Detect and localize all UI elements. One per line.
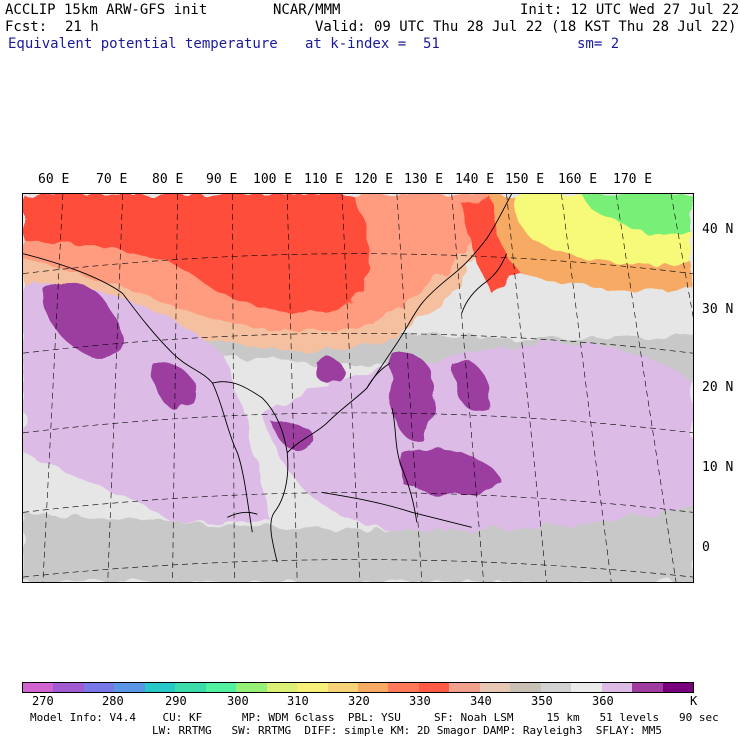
colorbar-swatch	[23, 683, 54, 692]
lon-label: 70 E	[96, 172, 128, 187]
colorbar-label: 360	[592, 694, 614, 708]
colorbar-swatch	[479, 683, 511, 692]
colorbar-swatch	[53, 683, 84, 692]
lon-label: 90 E	[206, 172, 238, 187]
model-info-line2: LW: RRTMG SW: RRTMG DIFF: simple KM: 2D …	[152, 724, 662, 737]
lat-label: 30 N	[702, 302, 734, 317]
colorbar-swatch	[449, 683, 480, 692]
valid-time: Valid: 09 UTC Thu 28 Jul 22 (18 KST Thu …	[315, 19, 737, 35]
colorbar-unit: K	[690, 694, 698, 708]
purple-bay	[152, 362, 196, 409]
colorbar-swatch	[540, 683, 572, 692]
colorbar-swatch	[175, 683, 206, 692]
lat-label: 10 N	[702, 460, 734, 475]
colorbar-label: 350	[531, 694, 553, 708]
hot-red-region	[23, 194, 371, 313]
colorbar-swatch	[357, 683, 389, 692]
colorbar-swatch	[571, 683, 602, 692]
colorbar-swatch	[601, 683, 633, 692]
lon-label: 160 E	[558, 172, 598, 187]
colorbar-label: 290	[165, 694, 187, 708]
purple-philippine	[391, 351, 435, 441]
purple-china	[312, 357, 346, 385]
colorbar-swatch	[83, 683, 115, 692]
lat-label: 40 N	[702, 222, 734, 237]
model-info-line1: Model Info: V4.4 CU: KF MP: WDM 6class P…	[30, 711, 719, 724]
model-title: ACCLIP 15km ARW-GFS init	[5, 2, 208, 18]
colorbar-swatch	[662, 683, 693, 692]
grid-lines	[23, 194, 693, 582]
colorbar-swatch	[632, 683, 663, 692]
lon-label: 120 E	[354, 172, 394, 187]
lon-label: 130 E	[404, 172, 444, 187]
colorbar-swatch	[236, 683, 267, 692]
colorbar-swatch	[205, 683, 237, 692]
purple-pakistan	[42, 282, 122, 359]
colorbar-swatch	[418, 683, 450, 692]
lon-label: 110 E	[304, 172, 344, 187]
smooth-label: sm= 2	[577, 36, 620, 52]
colorbar-swatch	[388, 683, 419, 692]
colorbar-swatch	[297, 683, 328, 692]
lon-label: 80 E	[152, 172, 184, 187]
lon-label: 150 E	[505, 172, 545, 187]
fcst-label: Fcst:	[5, 19, 48, 35]
field-name: Equivalent potential temperature	[8, 36, 278, 52]
colorbar-label: 320	[348, 694, 370, 708]
lavender-pacific	[262, 343, 693, 535]
init-time: Init: 12 UTC Wed 27 Jul 22	[520, 2, 740, 18]
colorbar-label: 340	[470, 694, 492, 708]
lon-label: 170 E	[613, 172, 653, 187]
fcst-value: 21 h	[65, 19, 99, 35]
colorbar	[22, 682, 694, 693]
colorbar-swatch	[510, 683, 541, 692]
theta-e-map	[22, 193, 694, 583]
coastlines	[23, 194, 512, 563]
colorbar-label: 330	[409, 694, 431, 708]
colorbar-swatch	[144, 683, 176, 692]
lon-label: 100 E	[253, 172, 293, 187]
lat-label: 0	[702, 540, 710, 555]
colorbar-swatch	[114, 683, 145, 692]
org-label: NCAR/MMM	[273, 2, 341, 18]
lat-label: 20 N	[702, 380, 734, 395]
colorbar-label: 280	[102, 694, 124, 708]
colorbar-label: 310	[287, 694, 309, 708]
colorbar-label: 270	[32, 694, 54, 708]
purple-wpac	[401, 448, 502, 496]
level-label: at k-index = 51	[305, 36, 440, 52]
lon-label: 60 E	[38, 172, 70, 187]
colorbar-swatch	[266, 683, 298, 692]
green-region	[581, 194, 693, 236]
colorbar-swatch	[327, 683, 358, 692]
lon-label: 140 E	[455, 172, 495, 187]
purple-east	[451, 361, 488, 411]
colorbar-label: 300	[227, 694, 249, 708]
